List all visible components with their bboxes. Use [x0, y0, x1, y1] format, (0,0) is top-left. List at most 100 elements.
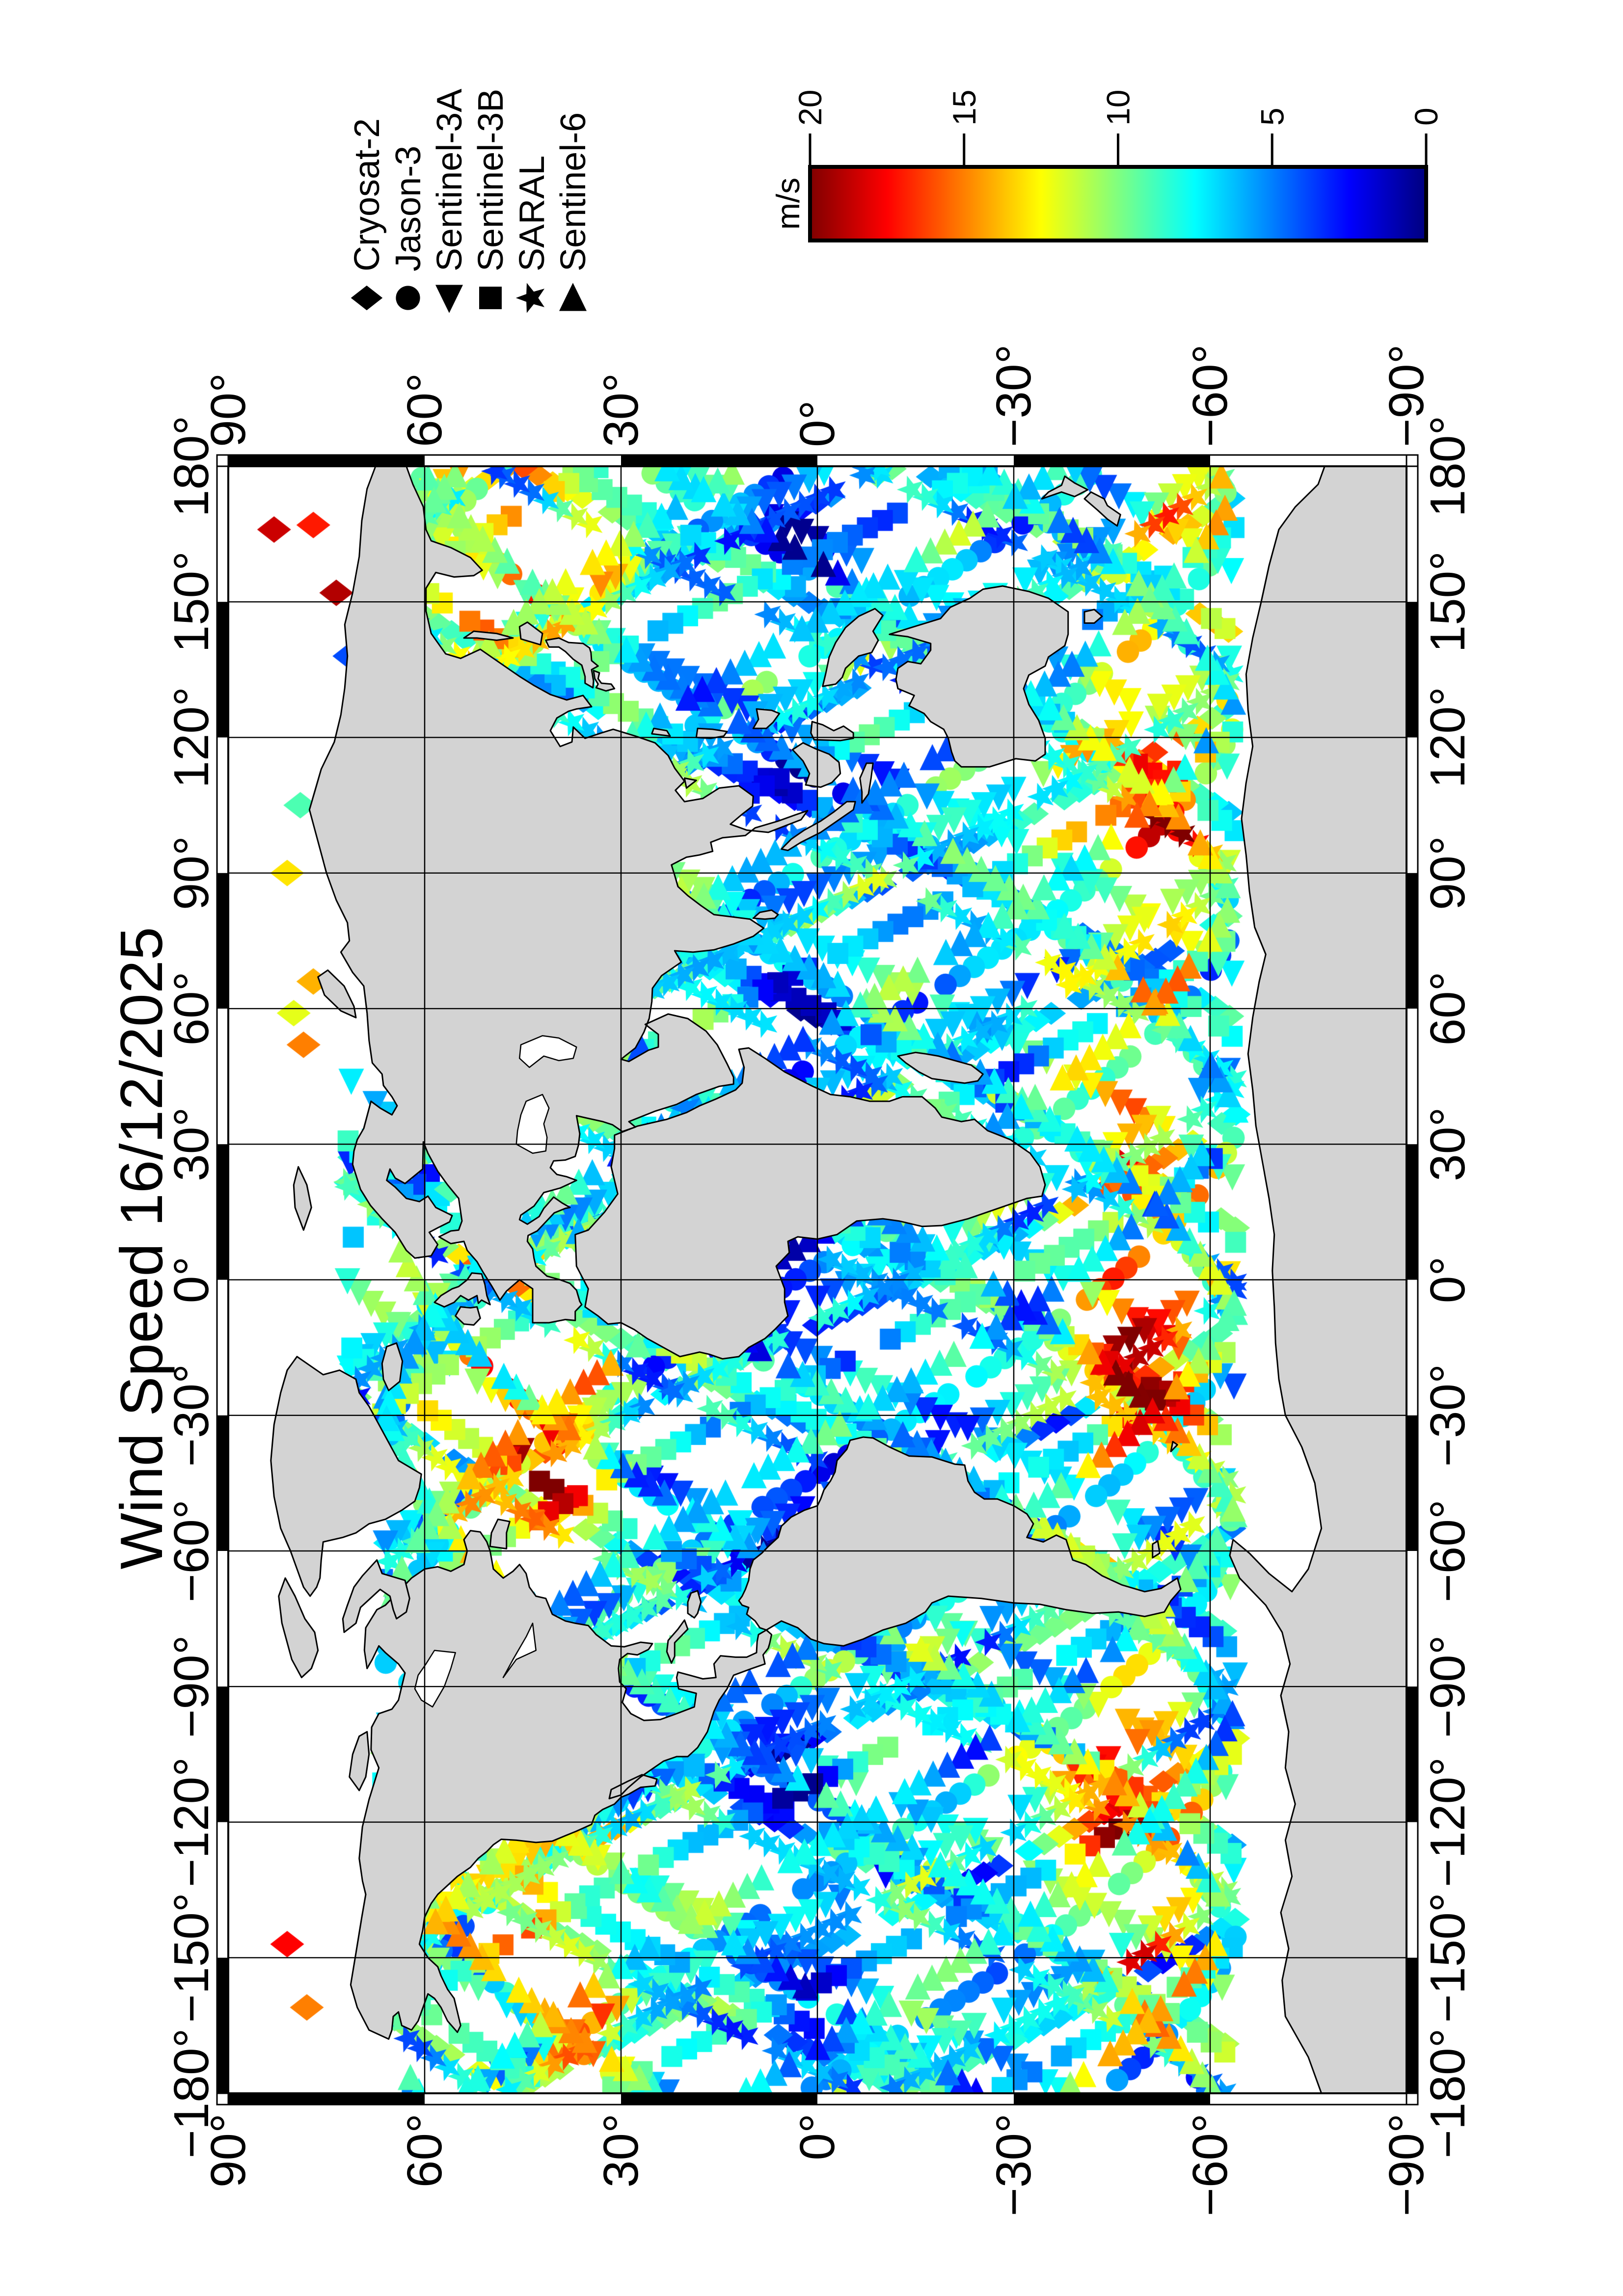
- symbol-triangle-left: [435, 285, 463, 313]
- lon-label-top: −90°: [164, 1635, 219, 1738]
- lon-label-top: −150°: [164, 1893, 219, 2023]
- landmass: [1083, 609, 1103, 624]
- symbol-triangle-right: [559, 283, 587, 311]
- colorbar-gradient: [808, 165, 1428, 242]
- lon-label-bottom: 90°: [1420, 836, 1475, 910]
- landmass: [651, 727, 671, 737]
- landmass: [752, 708, 781, 729]
- lat-label-left: 60°: [397, 2113, 452, 2188]
- lake: [515, 1094, 550, 1154]
- lon-label-bottom: −90°: [1420, 1635, 1475, 1738]
- lon-label-top: −180°: [164, 2028, 219, 2158]
- landmass: [687, 1590, 702, 1619]
- colorbar-tick-label: 0: [1408, 107, 1444, 126]
- lat-label-right: −60°: [1183, 344, 1238, 447]
- lon-label-bottom: 120°: [1420, 687, 1475, 788]
- lon-label-top: 180°: [164, 416, 219, 517]
- landmass: [683, 777, 697, 789]
- landmass: [545, 637, 599, 689]
- lon-label-top: 0°: [164, 1256, 219, 1304]
- plot-title: Wind Speed 16/12/2025: [108, 927, 175, 1569]
- lat-label-left: −60°: [1183, 2113, 1238, 2216]
- landmass: [381, 1342, 404, 1391]
- graticule-grid: [228, 466, 1407, 2093]
- landmass: [308, 465, 809, 1324]
- landmass: [293, 1166, 312, 1231]
- lat-label-left: 90°: [201, 2113, 256, 2188]
- lon-label-bottom: −180°: [1420, 2028, 1475, 2158]
- landmass: [489, 1519, 511, 1549]
- satellite-legend: Cryosat-2 Jason-3 Sentinel-3A Sentinel-3B SA…: [348, 89, 593, 313]
- lon-label-top: 60°: [164, 971, 219, 1045]
- lon-label-top: 90°: [164, 836, 219, 910]
- landmass: [278, 1577, 319, 1679]
- lon-label-top: 120°: [164, 687, 219, 788]
- symbol-star: [515, 283, 545, 313]
- landmass: [859, 762, 874, 804]
- landmass: [781, 801, 856, 852]
- colorbar-tick-label: 5: [1254, 107, 1290, 126]
- symbol-diamond: [351, 285, 383, 311]
- landmass: [1083, 491, 1121, 527]
- colorbar-tick-label: 10: [1100, 90, 1136, 126]
- lake: [502, 1623, 537, 1679]
- landmass: [593, 669, 616, 692]
- colorbar-unit: m/s: [770, 178, 806, 230]
- lon-label-bottom: 150°: [1420, 551, 1475, 653]
- landmass: [666, 1619, 689, 1664]
- landmass: [433, 1272, 491, 1308]
- symbol-square: [479, 287, 502, 309]
- landmass: [518, 621, 543, 646]
- landmass: [349, 1731, 370, 1791]
- lon-label-bottom: −150°: [1420, 1893, 1475, 2023]
- lon-label-top: −120°: [164, 1757, 219, 1887]
- lat-label-right: 0°: [790, 400, 845, 447]
- fancy-map-frame: [216, 454, 1419, 2106]
- lat-label-left: −30°: [986, 2113, 1041, 2216]
- lon-label-top: −60°: [164, 1499, 219, 1602]
- lon-label-bottom: −120°: [1420, 1757, 1475, 1887]
- lon-label-bottom: 0°: [1420, 1256, 1475, 1304]
- legend-label: Jason-3: [389, 146, 428, 271]
- lon-label-bottom: 60°: [1420, 971, 1475, 1045]
- landmass: [1170, 1441, 1178, 1452]
- landmass: [1041, 475, 1089, 500]
- landmass: [791, 742, 841, 788]
- axis-tick-labels: 180° 180° 150° 150° 120° 120° 90° 90° 60° 60° 30° 3…: [164, 344, 1475, 2216]
- lon-label-top: 30°: [164, 1107, 219, 1181]
- landmass: [822, 608, 884, 687]
- lat-label-right: 90°: [201, 373, 256, 447]
- colorbar-tick-label: 15: [946, 90, 982, 126]
- legend-label: Cryosat-2: [348, 118, 387, 271]
- lat-label-right: −30°: [986, 344, 1041, 447]
- symbol-circle: [396, 286, 420, 310]
- lat-label-left: 0°: [790, 2113, 845, 2161]
- landmass: [455, 1306, 481, 1326]
- legend-label: Sentinel-6: [554, 112, 593, 271]
- lat-label-right: 60°: [397, 373, 452, 447]
- lat-label-left: 30°: [594, 2113, 649, 2188]
- colorbar: m/s 20 15 10 5 0: [770, 90, 1444, 242]
- landmass: [889, 585, 1069, 768]
- landmass: [695, 727, 728, 739]
- landmass: [810, 721, 854, 742]
- landmass: [342, 1559, 410, 1633]
- landmass: [270, 1356, 422, 1597]
- lon-label-top: 150°: [164, 551, 219, 653]
- landmass: [1152, 1540, 1161, 1559]
- landmass: [897, 1051, 984, 1084]
- lon-label-bottom: 180°: [1420, 416, 1475, 517]
- legend-label: Sentinel-3A: [430, 89, 469, 271]
- lon-label-top: −30°: [164, 1364, 219, 1467]
- landmass: [752, 909, 779, 920]
- legend-label: Sentinel-3B: [471, 89, 511, 271]
- landmass: [350, 1530, 773, 2040]
- lat-label-right: 30°: [594, 373, 649, 447]
- landmass: [463, 630, 514, 641]
- lon-label-bottom: 30°: [1420, 1107, 1475, 1181]
- landmass: [738, 1436, 1182, 1647]
- colorbar-tick-label: 20: [792, 90, 828, 126]
